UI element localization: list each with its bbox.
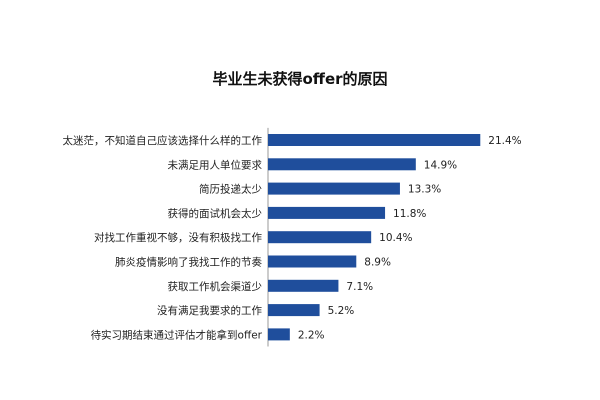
- value-label: 21.4%: [488, 135, 521, 147]
- bar: [268, 206, 386, 219]
- value-label: 5.2%: [328, 305, 355, 317]
- value-label: 10.4%: [379, 232, 412, 244]
- bar: [268, 304, 320, 317]
- bar: [268, 255, 357, 268]
- bar: [268, 134, 481, 146]
- bar: [268, 231, 372, 244]
- category-label: 待实习期结束通过评估才能拿到offer: [91, 328, 263, 341]
- bar: [268, 328, 290, 341]
- chart-title: 毕业生未获得offer的原因: [212, 70, 388, 88]
- bar: [268, 279, 339, 292]
- value-label: 2.2%: [298, 329, 325, 341]
- value-label: 8.9%: [364, 257, 391, 269]
- bar: [268, 182, 400, 195]
- bar: [268, 158, 416, 171]
- value-label: 14.9%: [424, 159, 457, 171]
- category-label: 没有满足我要求的工作: [157, 304, 262, 317]
- category-label: 获得的面试机会太少: [168, 207, 263, 220]
- category-label: 获取工作机会渠道少: [168, 280, 263, 293]
- value-label: 11.8%: [393, 208, 426, 220]
- category-label: 未满足用人单位要求: [168, 158, 263, 171]
- value-label: 13.3%: [408, 184, 441, 196]
- value-label: 7.1%: [346, 281, 373, 293]
- category-label: 对找工作重视不够，没有积极找工作: [94, 231, 262, 244]
- category-label: 简历投递太少: [199, 183, 262, 196]
- category-label: 肺炎疫情影响了我找工作的节奏: [115, 256, 262, 269]
- category-label: 太迷茫，不知道自己应该选择什么样的工作: [63, 134, 263, 147]
